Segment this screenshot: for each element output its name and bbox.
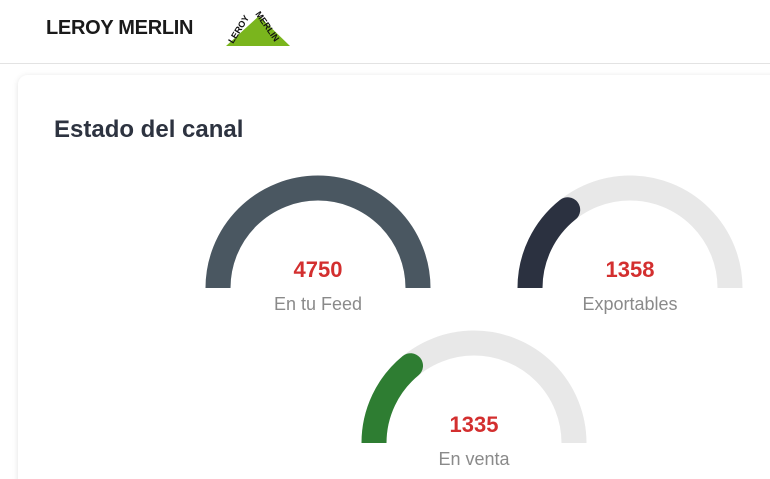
gauge-fill — [517, 197, 581, 288]
panel — [18, 75, 770, 479]
gauge: 1358 Exportables — [517, 175, 743, 314]
logo-triangle — [226, 16, 290, 46]
gauges: 4750 En tu Feed 1358 Exportables 1335 En vent… — [205, 175, 743, 469]
brand-name[interactable]: LEROY MERLIN — [46, 17, 193, 39]
gauge: 4750 En tu Feed — [205, 175, 431, 314]
panel-title: Estado del canal — [54, 116, 243, 143]
gauge-value: 1335 — [450, 412, 499, 437]
gauge-label: Exportables — [582, 294, 677, 314]
header — [0, 0, 770, 63]
gauge: 1335 En venta — [361, 330, 587, 469]
gauge-value: 4750 — [294, 257, 343, 282]
gauge-fill — [361, 353, 424, 443]
gauge-label: En tu Feed — [274, 294, 362, 314]
gauge-value: 1358 — [606, 257, 655, 282]
gauge-label: En venta — [438, 449, 510, 469]
gauge-fill — [205, 175, 431, 288]
